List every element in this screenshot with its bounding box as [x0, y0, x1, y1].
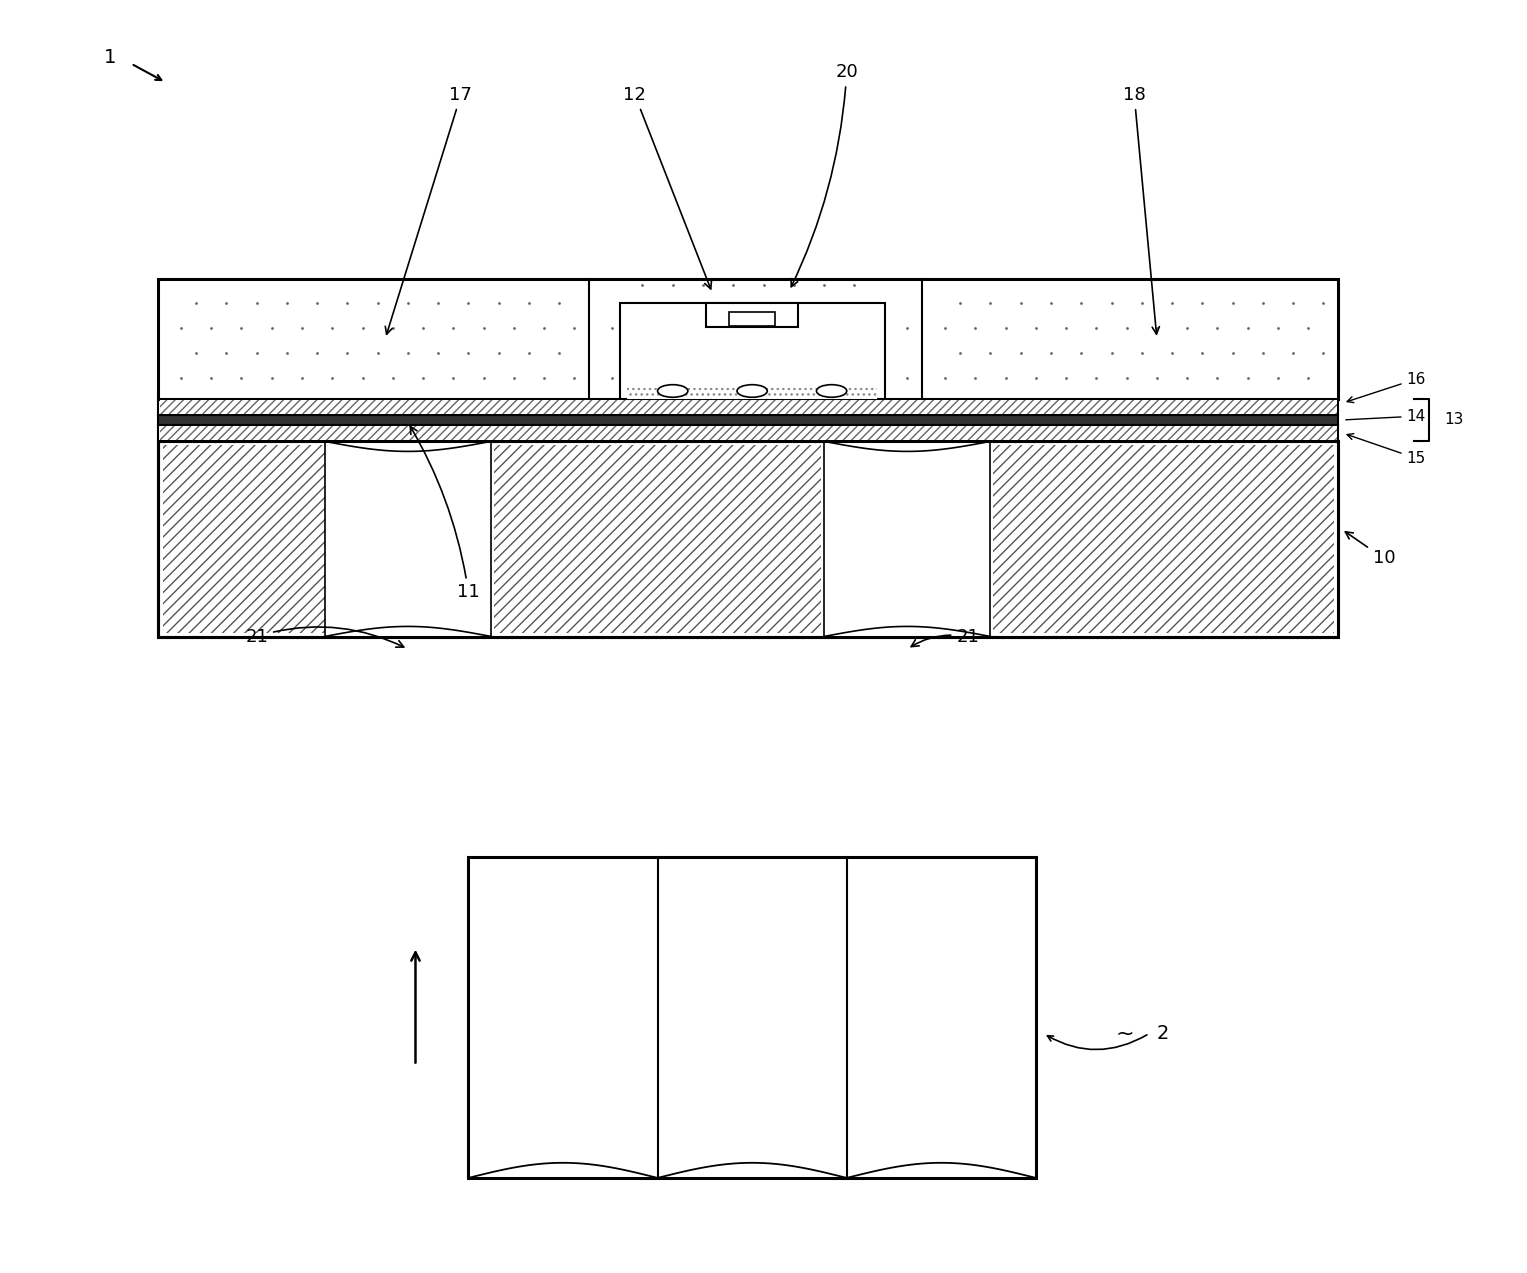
- Bar: [705, 303, 799, 327]
- Text: 10: 10: [1345, 532, 1396, 568]
- Bar: [159, 279, 1339, 398]
- Text: 14: 14: [1345, 409, 1426, 424]
- Text: 20: 20: [791, 64, 858, 286]
- Bar: [159, 415, 1339, 425]
- Text: 1: 1: [104, 48, 116, 66]
- Ellipse shape: [658, 384, 687, 397]
- Bar: [159, 442, 1339, 636]
- Bar: [325, 442, 492, 636]
- Bar: [159, 442, 1339, 636]
- Bar: [620, 303, 884, 398]
- Bar: [160, 400, 1338, 414]
- Bar: [994, 446, 1335, 633]
- Text: 21: 21: [912, 628, 979, 647]
- Bar: [469, 857, 1035, 1178]
- Bar: [628, 388, 876, 398]
- Text: 12: 12: [623, 87, 712, 289]
- Text: 15: 15: [1347, 434, 1426, 466]
- Text: 2: 2: [1157, 1023, 1170, 1043]
- Bar: [159, 398, 1339, 415]
- Text: 21: 21: [246, 626, 403, 647]
- Text: 16: 16: [1347, 372, 1426, 402]
- Text: 13: 13: [1445, 412, 1464, 428]
- Ellipse shape: [738, 384, 767, 397]
- Text: 18: 18: [1122, 87, 1159, 334]
- Bar: [495, 446, 822, 633]
- Text: 11: 11: [411, 426, 479, 601]
- Bar: [160, 426, 1338, 440]
- Text: 17: 17: [385, 87, 472, 335]
- Bar: [825, 442, 991, 636]
- Bar: [728, 312, 776, 326]
- Bar: [159, 425, 1339, 442]
- Bar: [163, 446, 325, 633]
- Text: ~: ~: [1116, 1023, 1135, 1044]
- Ellipse shape: [817, 384, 846, 397]
- Bar: [628, 388, 876, 398]
